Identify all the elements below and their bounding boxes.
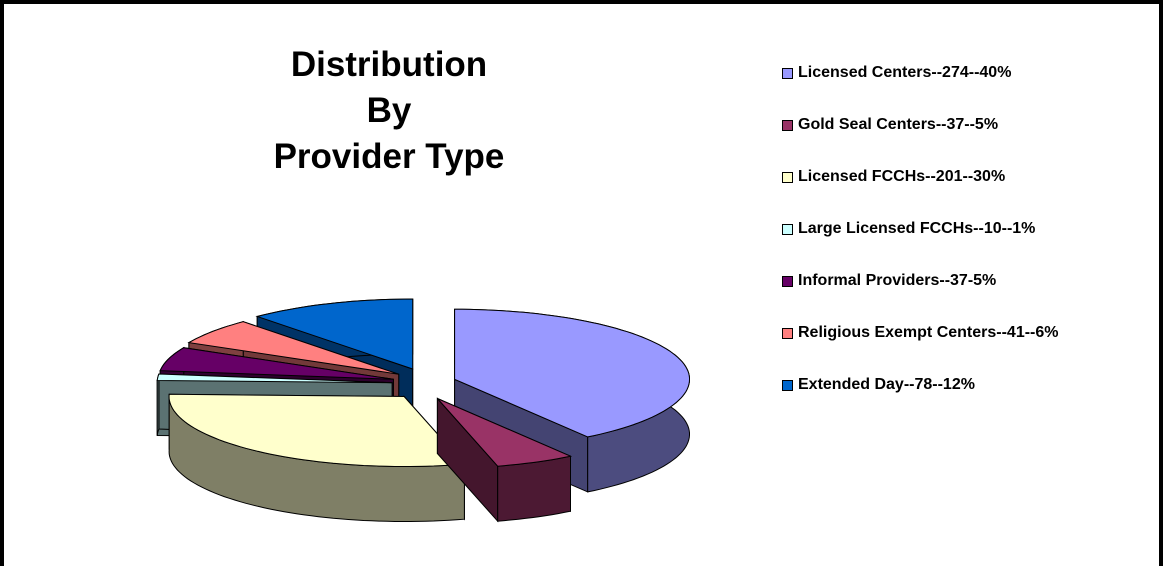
legend-swatch <box>782 380 793 391</box>
legend-item: Informal Providers--37-5% <box>782 270 1152 322</box>
legend-swatch <box>782 276 793 287</box>
slice-wall <box>156 373 160 436</box>
slice <box>454 308 690 438</box>
slice <box>255 298 414 370</box>
legend-item: Licensed Centers--274--40% <box>782 62 1152 114</box>
legend-item: Licensed FCCHs--201--30% <box>782 166 1152 218</box>
slice <box>159 347 394 380</box>
title-line: Distribution <box>290 45 488 84</box>
legend-swatch <box>782 328 793 339</box>
slice-wall <box>497 455 571 522</box>
legend-label: Licensed FCCHs--201--30% <box>798 168 1006 185</box>
legend-item: Extended Day--78--12% <box>782 374 1152 426</box>
legend-label: Religious Exempt Centers--41--6% <box>798 324 1059 341</box>
legend: Licensed Centers--274--40% Gold Seal Cent… <box>782 62 1152 426</box>
legend-item: Gold Seal Centers--37--5% <box>782 114 1152 166</box>
legend-swatch <box>782 224 793 235</box>
title-line: Provider Type <box>273 137 505 176</box>
slice <box>187 321 399 375</box>
legend-label: Extended Day--78--12% <box>798 376 975 393</box>
legend-item: Religious Exempt Centers--41--6% <box>782 322 1152 374</box>
pie <box>156 298 690 523</box>
legend-swatch <box>782 120 793 131</box>
chart-title: Distribution By Provider Type <box>229 42 549 180</box>
slice <box>437 398 573 467</box>
legend-swatch <box>782 172 793 183</box>
legend-label: Licensed Centers--274--40% <box>798 64 1012 81</box>
slice <box>156 373 393 384</box>
legend-label: Informal Providers--37-5% <box>798 272 997 289</box>
legend-label: Large Licensed FCCHs--10--1% <box>798 220 1036 237</box>
legend-label: Gold Seal Centers--37--5% <box>798 116 999 133</box>
legend-item: Large Licensed FCCHs--10--1% <box>782 218 1152 270</box>
slice <box>168 393 466 467</box>
title-line: By <box>366 91 412 130</box>
legend-swatch <box>782 68 793 79</box>
